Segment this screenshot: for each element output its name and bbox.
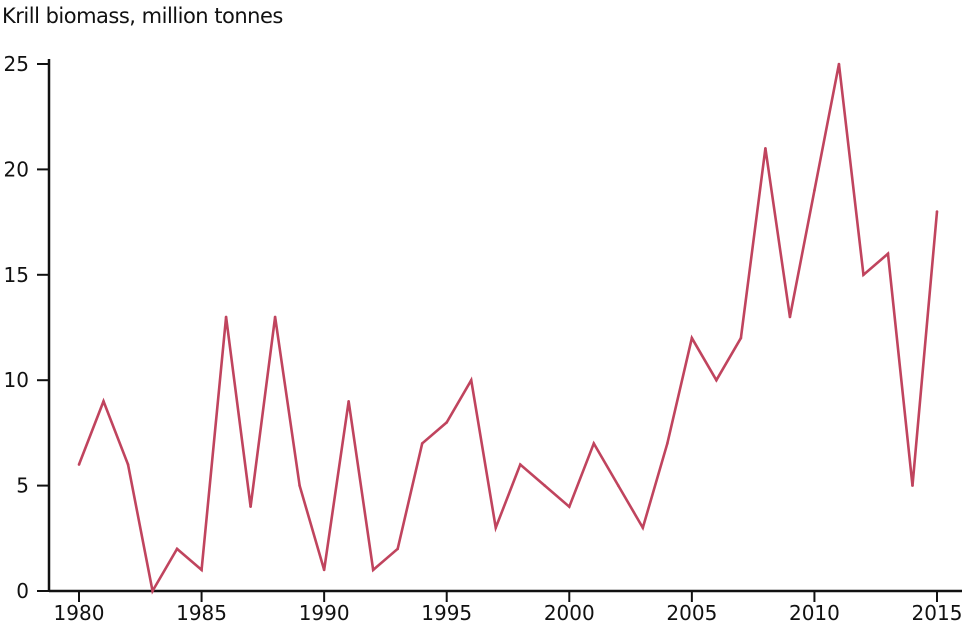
- data-point: [518, 463, 522, 466]
- chart-title: Krill biomass, million tonnes: [2, 4, 283, 28]
- data-point: [837, 62, 841, 66]
- y-tick-label: 10: [4, 368, 29, 392]
- data-point: [249, 505, 252, 508]
- x-tick-label: 2005: [666, 601, 717, 625]
- data-point: [175, 547, 179, 551]
- y-tick-label: 25: [4, 52, 29, 76]
- y-tick-label: 0: [16, 579, 29, 603]
- data-point: [102, 399, 105, 403]
- x-tick-label: 2000: [544, 601, 595, 625]
- data-point: [739, 336, 743, 340]
- data-point: [445, 421, 449, 424]
- data-point: [494, 526, 498, 530]
- data-point: [690, 336, 694, 340]
- data-point: [666, 442, 669, 445]
- data-point: [371, 568, 375, 572]
- y-tick-label: 5: [16, 474, 29, 498]
- data-point: [911, 484, 914, 487]
- data-point: [764, 147, 767, 150]
- x-tick-label: 2015: [912, 601, 962, 625]
- data-point: [200, 568, 203, 572]
- data-point: [396, 547, 399, 551]
- data-point: [298, 484, 301, 487]
- data-point: [469, 378, 473, 382]
- data-point: [420, 442, 424, 445]
- y-tick-label: 15: [4, 263, 29, 287]
- data-point: [813, 189, 816, 192]
- data-point: [715, 378, 718, 382]
- data-point: [322, 568, 326, 572]
- data-point: [77, 463, 81, 466]
- series-line: [77, 63, 939, 595]
- x-tick-label: 1985: [176, 601, 227, 625]
- data-point: [224, 315, 228, 319]
- data-point: [126, 463, 130, 466]
- data-point: [617, 484, 620, 487]
- data-point: [641, 526, 645, 530]
- x-tick-label: 1995: [421, 601, 472, 625]
- x-tick-label: 2010: [789, 601, 840, 625]
- data-point: [862, 273, 865, 277]
- data-point: [151, 589, 154, 593]
- data-point: [592, 442, 596, 445]
- data-point: [347, 399, 350, 403]
- data-point: [935, 210, 939, 213]
- x-tick-label: 1990: [299, 601, 350, 625]
- x-tick-label: 1980: [54, 601, 105, 625]
- data-point: [788, 315, 792, 319]
- data-point: [567, 505, 571, 508]
- data-point: [543, 484, 547, 487]
- data-point: [886, 252, 890, 256]
- y-tick-label: 20: [4, 157, 29, 181]
- data-point: [273, 315, 277, 319]
